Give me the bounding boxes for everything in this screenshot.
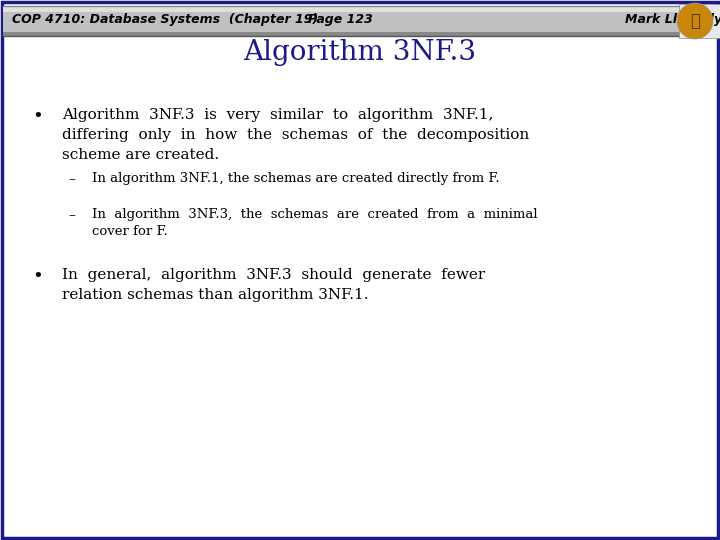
Text: scheme are created.: scheme are created. xyxy=(62,148,219,162)
Text: cover for F.: cover for F. xyxy=(92,225,168,238)
Bar xyxy=(3,32,717,36)
Text: Algorithm 3NF.3: Algorithm 3NF.3 xyxy=(243,38,477,65)
Text: In  general,  algorithm  3NF.3  should  generate  fewer: In general, algorithm 3NF.3 should gener… xyxy=(62,268,485,282)
Circle shape xyxy=(677,3,713,39)
Text: Page 123: Page 123 xyxy=(307,14,372,26)
Bar xyxy=(3,6,717,12)
Text: •: • xyxy=(32,268,43,286)
Text: –: – xyxy=(68,208,76,222)
Text: –: – xyxy=(68,172,76,186)
Text: In  algorithm  3NF.3,  the  schemas  are  created  from  a  minimal: In algorithm 3NF.3, the schemas are crea… xyxy=(92,208,538,221)
Text: Mark Llewellyn: Mark Llewellyn xyxy=(625,14,720,26)
Text: Algorithm  3NF.3  is  very  similar  to  algorithm  3NF.1,: Algorithm 3NF.3 is very similar to algor… xyxy=(62,108,493,122)
Text: relation schemas than algorithm 3NF.1.: relation schemas than algorithm 3NF.1. xyxy=(62,288,369,302)
Text: COP 4710: Database Systems  (Chapter 19): COP 4710: Database Systems (Chapter 19) xyxy=(12,14,318,26)
Text: 🐦: 🐦 xyxy=(690,12,700,30)
Text: differing  only  in  how  the  schemas  of  the  decomposition: differing only in how the schemas of the… xyxy=(62,128,529,142)
Text: In algorithm 3NF.1, the schemas are created directly from F.: In algorithm 3NF.1, the schemas are crea… xyxy=(92,172,500,185)
Bar xyxy=(679,4,720,38)
Text: •: • xyxy=(32,108,43,126)
Bar xyxy=(3,6,717,36)
